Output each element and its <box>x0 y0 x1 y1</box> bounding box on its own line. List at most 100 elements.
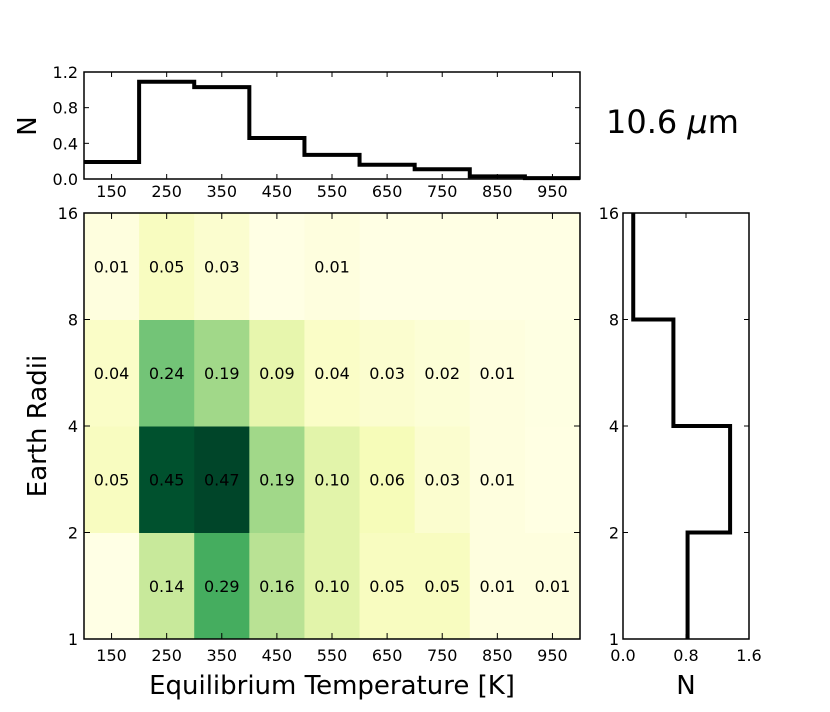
heatmap-y-tick-label: 4 <box>68 417 78 436</box>
heatmap-y-tick-label: 2 <box>68 524 78 543</box>
heatmap-y-tick-label: 16 <box>58 204 78 223</box>
heatmap-cell <box>304 319 361 427</box>
heatmap-y-tick-label: 1 <box>68 630 78 649</box>
heatmap-y-ticks: 1 2 4 8 16 <box>58 204 580 649</box>
heatmap-cell-label: 0.03 <box>424 470 460 489</box>
heatmap-cell <box>249 426 305 533</box>
top-histogram-x-tick-label: 850 <box>482 182 513 201</box>
heatmap-cell <box>194 319 250 427</box>
heatmap-cell-label: 0.09 <box>259 364 295 383</box>
heatmap-cell-label: 0.05 <box>94 470 130 489</box>
top-histogram-frame <box>83 71 581 180</box>
right-histogram-x-ticks: 0.0 0.8 1.6 <box>610 213 762 665</box>
heatmap-x-ticks: 150 250 350 450 550 650 750 850 950 <box>96 213 568 665</box>
heatmap-cell-label: 0.01 <box>535 577 571 596</box>
heatmap-x-tick-label: 950 <box>537 646 568 665</box>
heatmap-x-tick-label: 450 <box>262 646 293 665</box>
heatmap-cells <box>84 213 581 640</box>
top-histogram-x-tick-label: 550 <box>317 182 348 201</box>
heatmap-cell-label: 0.19 <box>204 364 240 383</box>
top-histogram-y-title: N <box>13 116 43 135</box>
heatmap-cell-label: 0.45 <box>149 470 185 489</box>
heatmap-cell <box>194 213 250 320</box>
heatmap-cell <box>359 532 416 640</box>
heatmap-cell <box>304 213 361 320</box>
heatmap-cell-label: 0.24 <box>149 364 185 383</box>
heatmap-cell <box>469 213 526 320</box>
heatmap-cell <box>84 532 140 640</box>
heatmap-cell <box>84 426 140 533</box>
top-histogram-y-tick-label: 0.8 <box>53 99 78 118</box>
top-histogram-panel: 150 250 350 450 550 650 750 850 950 0.0 0.4 0.8 1.2… <box>13 63 581 201</box>
heatmap-cell <box>194 426 250 533</box>
heatmap-cell-label: 0.05 <box>369 577 405 596</box>
heatmap-cell <box>139 319 195 427</box>
top-histogram-y-tick-label: 0.4 <box>53 134 78 153</box>
top-histogram-x-tick-label: 250 <box>151 182 182 201</box>
heatmap-cell <box>139 213 195 320</box>
wavelength-unit: m <box>708 103 739 141</box>
right-histogram-x-tick-label: 0.8 <box>673 646 698 665</box>
heatmap-cell-label: 0.47 <box>204 470 240 489</box>
heatmap-cell <box>84 213 140 320</box>
heatmap-cell-label: 0.04 <box>94 364 130 383</box>
heatmap-cell-label: 0.01 <box>480 470 516 489</box>
wavelength-mu: μ <box>686 103 707 141</box>
heatmap-panel: 0.14 0.29 0.16 0.10 0.05 0.05 0.01 0.01 0.05 0.45… <box>23 204 581 701</box>
wavelength-annotation: 10.6 μm <box>606 103 739 141</box>
top-histogram-x-tick-label: 350 <box>207 182 238 201</box>
heatmap-cell-label: 0.19 <box>259 470 295 489</box>
heatmap-cell <box>194 532 250 640</box>
heatmap-cell-label: 0.02 <box>424 364 460 383</box>
top-histogram-y-tick-label: 0.0 <box>53 170 78 189</box>
heatmap-cell <box>469 319 526 427</box>
heatmap-cell <box>469 426 526 533</box>
heatmap-cell <box>524 319 581 427</box>
heatmap-cell-labels: 0.14 0.29 0.16 0.10 0.05 0.05 0.01 0.01 0.05 0.45… <box>94 257 571 596</box>
heatmap-cell <box>304 426 361 533</box>
top-histogram-step-line <box>84 79 580 181</box>
heatmap-cell <box>524 213 581 320</box>
heatmap-cell-label: 0.04 <box>314 364 350 383</box>
heatmap-cell <box>249 532 305 640</box>
right-histogram-y-tick-label: 16 <box>599 204 619 223</box>
right-histogram-x-title: N <box>676 671 695 701</box>
heatmap-cell <box>359 213 416 320</box>
heatmap-cell-label: 0.01 <box>480 364 516 383</box>
top-histogram-x-tick-label: 950 <box>537 182 568 201</box>
top-histogram-x-ticks: 150 250 350 450 550 650 750 850 950 <box>96 72 568 201</box>
y-axis-title: Earth Radii <box>23 355 53 497</box>
right-histogram-panel: 0.0 0.8 1.6 1 2 4 8 16 N <box>599 204 762 701</box>
heatmap-cell <box>84 319 140 427</box>
heatmap-cell-label: 0.05 <box>424 577 460 596</box>
heatmap-x-tick-label: 150 <box>96 646 127 665</box>
heatmap-cell-label: 0.10 <box>314 470 350 489</box>
heatmap-cell <box>414 426 471 533</box>
right-histogram-y-ticks: 1 2 4 8 16 <box>599 204 749 649</box>
heatmap-cell-label: 0.14 <box>149 577 185 596</box>
heatmap-cell-label: 0.06 <box>369 470 405 489</box>
heatmap-cell-label: 0.05 <box>149 257 185 276</box>
top-histogram-x-tick-label: 750 <box>427 182 458 201</box>
heatmap-cell <box>359 426 416 533</box>
top-histogram-x-tick-label: 450 <box>262 182 293 201</box>
heatmap-cell-label: 0.03 <box>204 257 240 276</box>
heatmap-cell-label: 0.10 <box>314 577 350 596</box>
heatmap-cell-label: 0.01 <box>314 257 350 276</box>
heatmap-cell-label: 0.03 <box>369 364 405 383</box>
heatmap-x-tick-label: 550 <box>317 646 348 665</box>
heatmap-x-tick-label: 850 <box>482 646 513 665</box>
heatmap-cell <box>469 532 526 640</box>
right-histogram-y-tick-label: 1 <box>609 630 619 649</box>
top-histogram-y-ticks: 0.0 0.4 0.8 1.2 <box>53 63 580 189</box>
right-histogram-y-tick-label: 8 <box>609 311 619 330</box>
right-histogram-x-tick-label: 0.0 <box>610 646 635 665</box>
heatmap-cell <box>139 426 195 533</box>
top-histogram-y-tick-label: 1.2 <box>53 63 78 82</box>
heatmap-cell <box>359 319 416 427</box>
heatmap-cell <box>524 532 581 640</box>
heatmap-x-tick-label: 650 <box>372 646 403 665</box>
wavelength-value: 10.6 <box>606 103 687 141</box>
top-histogram-x-tick-label: 150 <box>96 182 127 201</box>
